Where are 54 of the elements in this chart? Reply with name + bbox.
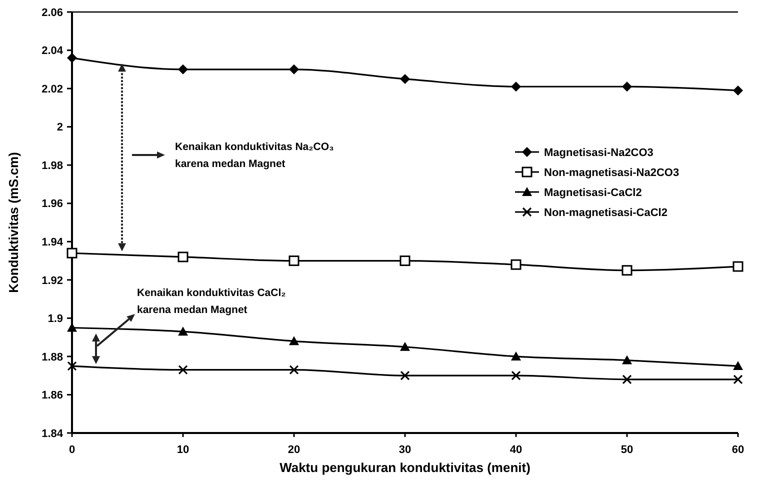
y-tick-label: 1.88 — [42, 351, 63, 364]
annotation: Kenaikan konduktivitas CaCl₂ karena medan Magnet — [137, 287, 286, 316]
point — [511, 351, 521, 360]
point — [400, 256, 410, 266]
y-tick-label: 1.86 — [42, 390, 63, 402]
y-tick-label: 1.84 — [42, 428, 64, 440]
legend-label: Non-magnetisasi-Na2CO3 — [544, 166, 680, 179]
annotation: Kenaikan konduktivitas Na₂CO₃ karena medan Magnet — [175, 141, 334, 170]
y-axis-title: Konduktivitas (mS.cm) — [6, 152, 21, 293]
x-axis-title: Waktu pengukuran konduktivitas (menit) — [280, 460, 530, 475]
point — [733, 374, 743, 384]
point — [400, 370, 410, 380]
y-tick-label: 1.92 — [42, 274, 63, 287]
point — [622, 265, 632, 276]
point — [67, 361, 77, 371]
point — [400, 74, 410, 84]
point — [622, 374, 632, 384]
point — [511, 370, 521, 380]
x-tick-label: 50 — [620, 444, 634, 456]
point — [400, 342, 410, 351]
x-tick-label: 10 — [176, 444, 190, 456]
point — [622, 82, 632, 92]
y-tick-label: 2.04 — [42, 45, 64, 58]
point — [511, 82, 521, 92]
point — [178, 326, 188, 336]
point — [288, 256, 300, 266]
x-tick-label: 60 — [732, 444, 744, 456]
x-tick-label: 20 — [288, 444, 300, 456]
point — [289, 365, 299, 375]
point — [622, 355, 632, 364]
x-tick-label: 30 — [398, 444, 412, 456]
y-tick-label: 2.06 — [42, 6, 63, 19]
y-tick-label: 1.98 — [42, 160, 63, 172]
y-tick-label: 1.94 — [42, 236, 64, 248]
legend-label: Magnetisasi-CaCl2 — [544, 186, 642, 199]
y-tick-label: 2 — [56, 122, 63, 134]
legend-label: Magnetisasi-Na2CO3 — [544, 146, 654, 159]
point — [733, 85, 743, 96]
x-tick-label: 40 — [510, 444, 522, 456]
point — [67, 52, 77, 63]
point — [289, 336, 299, 346]
point — [289, 64, 299, 74]
point — [510, 259, 522, 270]
y-tick-label: 1.9 — [48, 313, 63, 326]
point — [178, 365, 188, 375]
point — [178, 252, 188, 262]
x-tick-label: 0 — [68, 444, 76, 456]
y-tick-label: 1.96 — [42, 198, 63, 210]
point — [732, 261, 744, 272]
point — [733, 361, 743, 370]
y-tick-label: 2.02 — [42, 83, 63, 96]
point — [66, 248, 78, 258]
legend-label: Non-magnetisasi-CaCl2 — [544, 206, 668, 219]
point — [178, 64, 188, 74]
